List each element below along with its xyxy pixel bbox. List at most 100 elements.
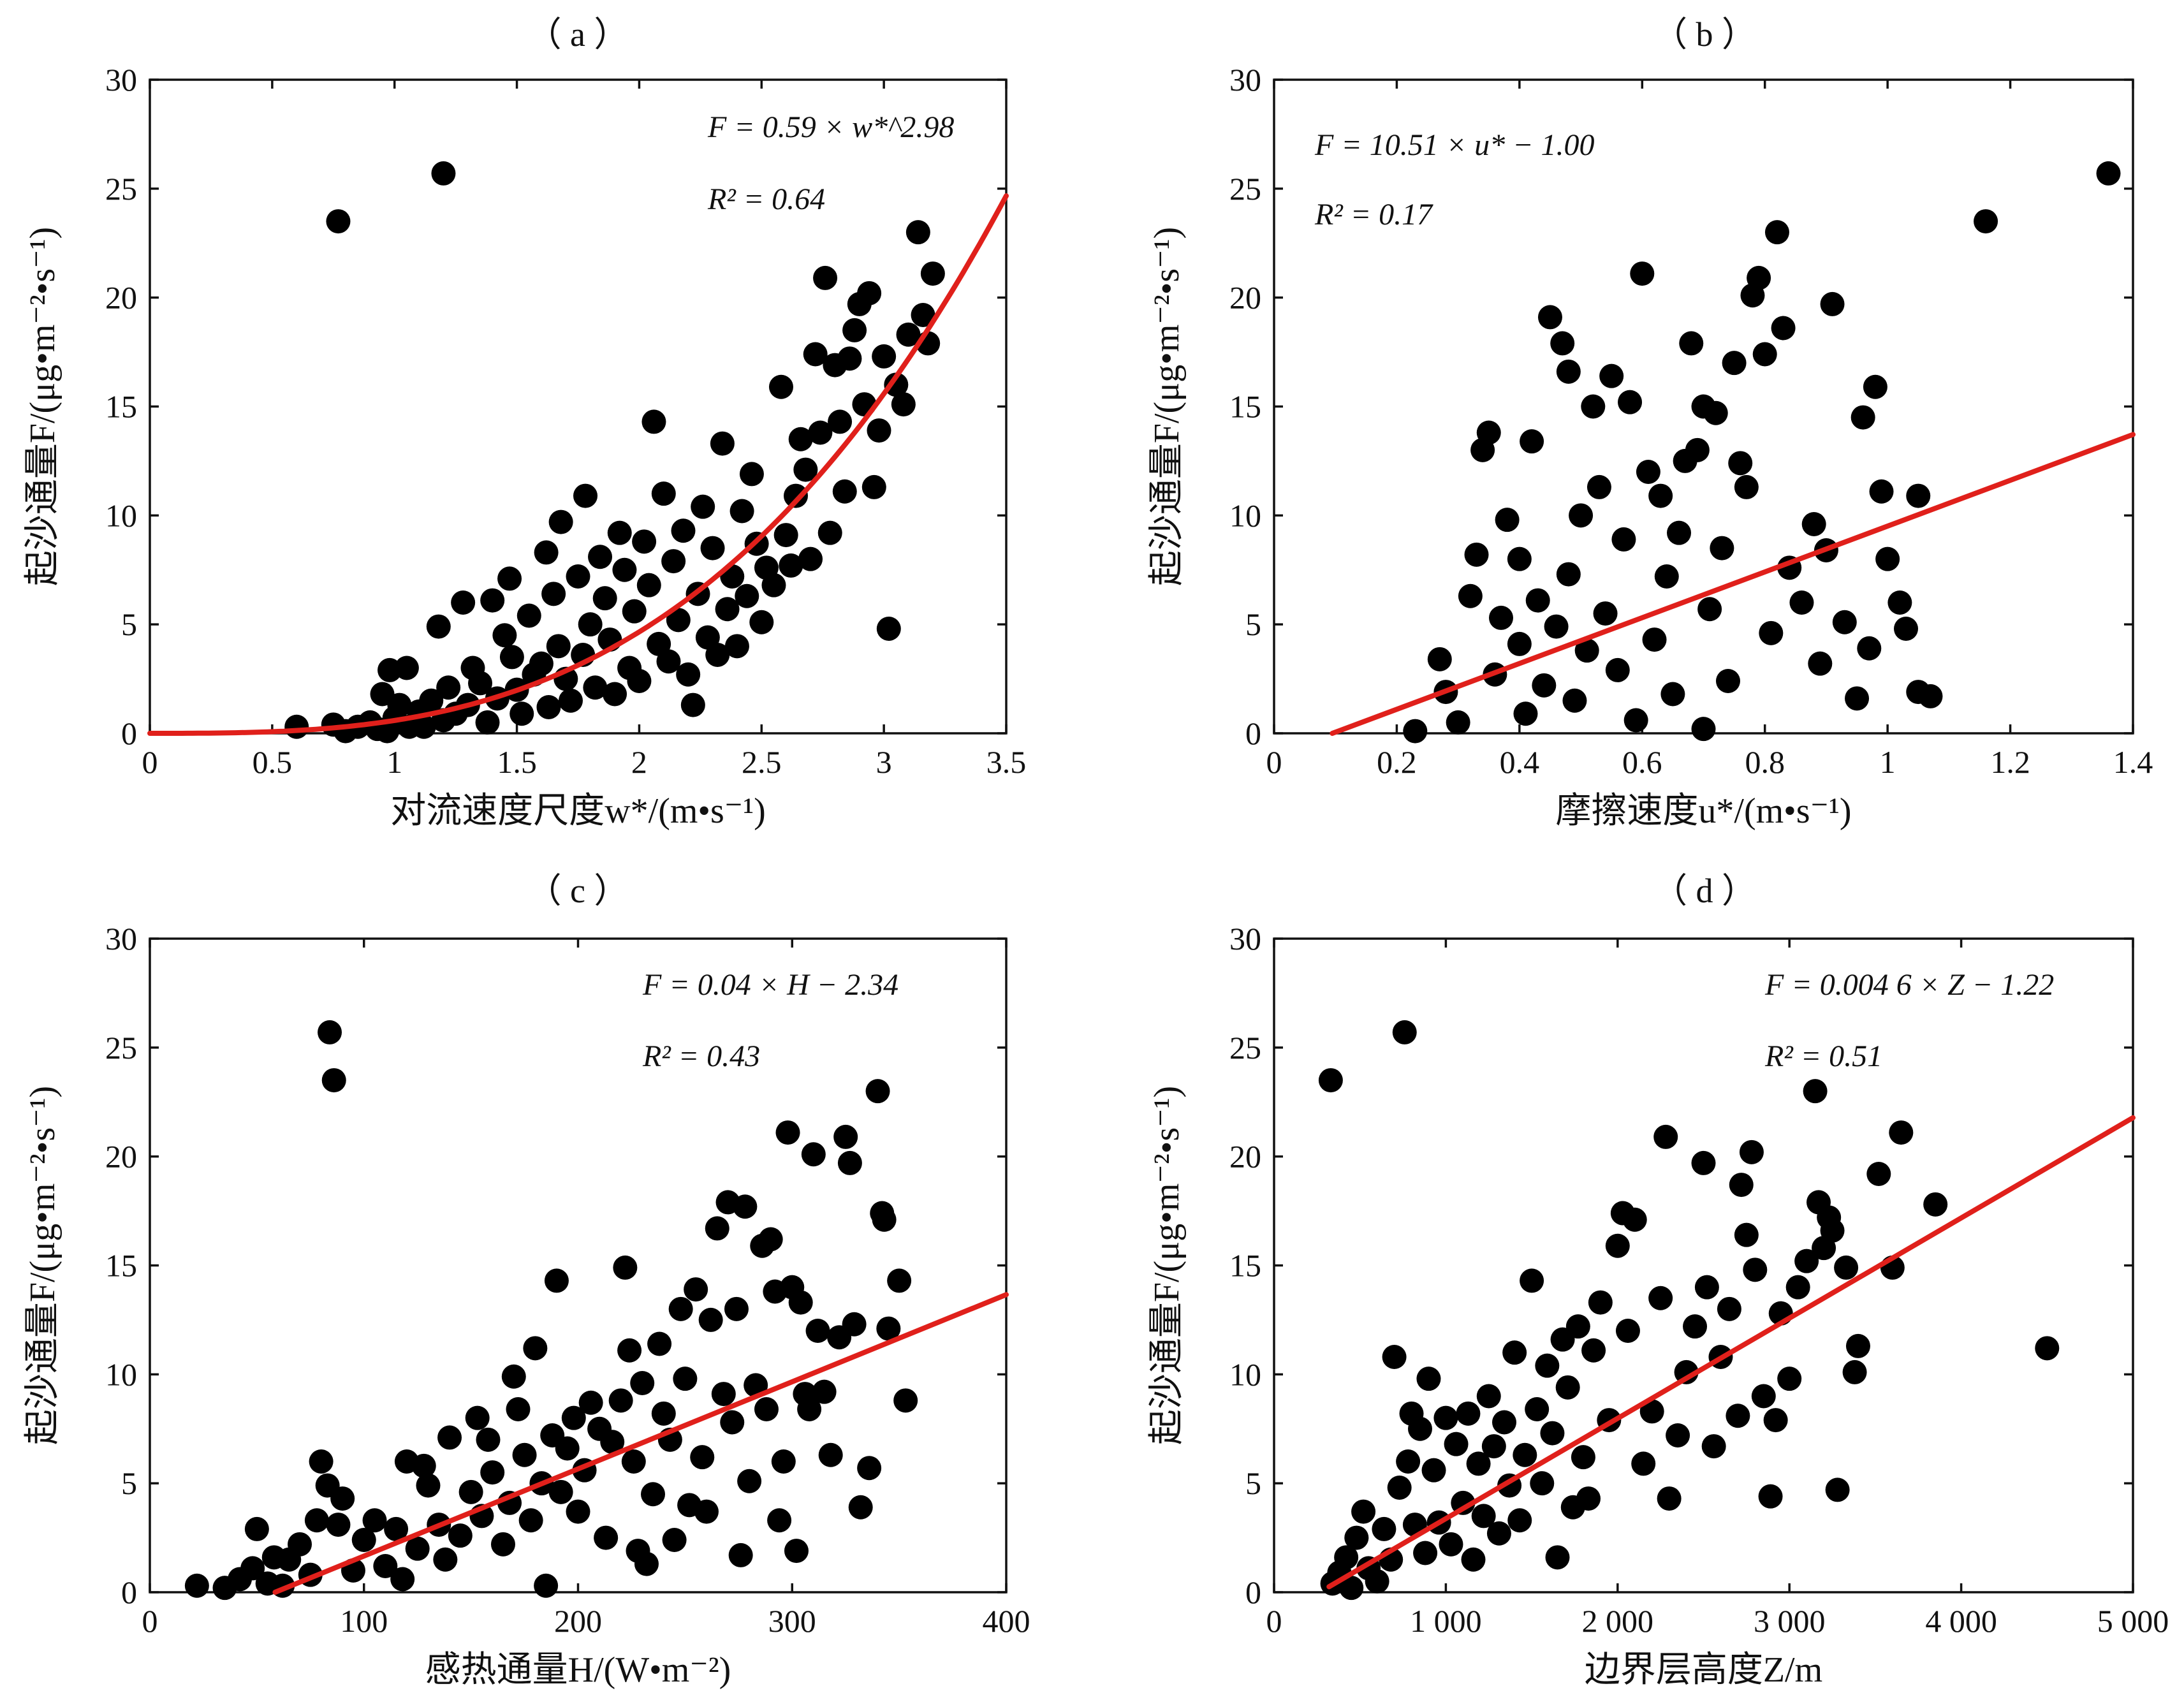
- x-tick-label: 2 000: [1582, 1603, 1654, 1639]
- data-point: [509, 701, 534, 726]
- data-point: [1648, 483, 1673, 508]
- x-tick-label: 200: [554, 1603, 602, 1639]
- data-point: [1555, 1375, 1580, 1400]
- data-point: [739, 462, 764, 487]
- data-point: [737, 1469, 762, 1493]
- data-point: [1697, 597, 1722, 622]
- x-tick-label: 0.2: [1377, 744, 1417, 780]
- data-point: [1365, 1569, 1389, 1594]
- data-point: [1752, 342, 1777, 367]
- data-point: [788, 427, 813, 451]
- data-point: [1382, 1345, 1407, 1369]
- data-point: [656, 649, 681, 674]
- data-point: [1520, 1268, 1544, 1293]
- y-axis-label: 起沙通量F/(μg•m⁻²•s⁻¹): [23, 1086, 62, 1445]
- data-point: [818, 1442, 843, 1467]
- y-tick-label: 20: [1229, 1139, 1261, 1175]
- data-point: [1532, 673, 1557, 698]
- data-point: [1653, 1124, 1678, 1149]
- data-point: [2096, 161, 2121, 186]
- data-point: [865, 1079, 890, 1104]
- data-point: [437, 1425, 462, 1450]
- data-point: [573, 483, 598, 508]
- y-tick-label: 20: [105, 280, 137, 316]
- data-point: [288, 1532, 312, 1557]
- x-tick-label: 0: [142, 1603, 158, 1639]
- r-squared: R² = 0.17: [1314, 198, 1433, 231]
- data-point: [690, 1445, 715, 1470]
- data-point: [1758, 1484, 1783, 1509]
- data-point: [698, 1307, 723, 1332]
- data-point: [1491, 1410, 1516, 1435]
- y-tick-label: 15: [105, 1248, 137, 1284]
- data-point: [911, 303, 935, 327]
- data-point: [1866, 1162, 1891, 1186]
- fit-line: [1326, 1115, 2136, 1590]
- x-tick-label: 5 000: [2097, 1603, 2169, 1639]
- x-tick-label: 1.5: [497, 744, 537, 780]
- data-point: [1576, 1486, 1601, 1511]
- data-point: [499, 645, 524, 670]
- data-point: [1565, 1314, 1590, 1339]
- data-point: [801, 1142, 826, 1167]
- data-point: [1631, 1451, 1656, 1476]
- data-point: [1587, 474, 1611, 499]
- data-point: [857, 1456, 882, 1481]
- plot-frame: [149, 78, 1008, 735]
- data-point: [548, 1479, 573, 1504]
- data-point: [321, 1068, 346, 1093]
- y-tick-label: 20: [1229, 280, 1261, 316]
- data-point: [613, 1255, 638, 1280]
- data-point: [1556, 562, 1581, 587]
- data-point: [627, 669, 652, 693]
- data-point: [661, 549, 686, 574]
- data-point: [1734, 474, 1759, 499]
- y-tick-label: 0: [1245, 1574, 1261, 1610]
- panel-title: （ d ）: [1653, 872, 1756, 910]
- data-point: [1691, 717, 1716, 742]
- data-point: [828, 409, 853, 434]
- x-tick-label: 100: [340, 1603, 388, 1639]
- x-tick-label: 0.4: [1500, 744, 1540, 780]
- panel-a: （ a ） 0 0.5 1 1.5 2 2.5 3 3.5 0 5 10 15 20 25 30 对流速度尺度w…: [23, 15, 1026, 831]
- data-point: [784, 1539, 809, 1564]
- data-point: [578, 612, 603, 637]
- y-tick-label: 5: [1245, 606, 1261, 642]
- data-point: [1857, 636, 1882, 661]
- data-point: [475, 710, 500, 735]
- data-point: [1545, 1545, 1570, 1570]
- data-point: [711, 1382, 736, 1407]
- data-point: [458, 1479, 483, 1504]
- data-point: [1743, 1257, 1768, 1282]
- data-point: [541, 582, 566, 606]
- y-tick-label: 30: [1229, 921, 1261, 956]
- data-point: [1759, 620, 1784, 645]
- data-point: [884, 372, 909, 397]
- y-tick-label: 10: [105, 1356, 137, 1392]
- data-point: [729, 499, 754, 524]
- data-point: [767, 1508, 792, 1533]
- data-point: [651, 481, 676, 506]
- data-point: [1372, 1516, 1396, 1541]
- data-point: [905, 220, 930, 245]
- data-point: [492, 623, 517, 648]
- data-point: [684, 1277, 708, 1302]
- data-point: [1403, 719, 1428, 744]
- data-point: [1825, 1477, 1850, 1502]
- data-point: [779, 553, 803, 578]
- y-tick-label: 20: [105, 1139, 137, 1175]
- x-tick-label: 3 000: [1754, 1603, 1826, 1639]
- data-point: [1407, 1416, 1432, 1441]
- y-tick-label: 10: [1229, 1356, 1261, 1392]
- data-point: [1636, 460, 1660, 484]
- data-point: [451, 590, 476, 615]
- y-tick-label: 30: [1229, 62, 1261, 98]
- x-tick-label: 4 000: [1925, 1603, 1997, 1639]
- panel-c: （ c ） 0 100 200 300 400 0 5 10 15 20 25 30 感热通量H/(W•m…: [23, 872, 1030, 1690]
- y-tick-label: 10: [105, 497, 137, 533]
- data-point: [1387, 1476, 1412, 1500]
- x-tick-label: 3: [876, 744, 892, 780]
- data-point: [411, 1453, 436, 1478]
- data-point: [872, 1207, 897, 1232]
- data-point: [700, 536, 725, 561]
